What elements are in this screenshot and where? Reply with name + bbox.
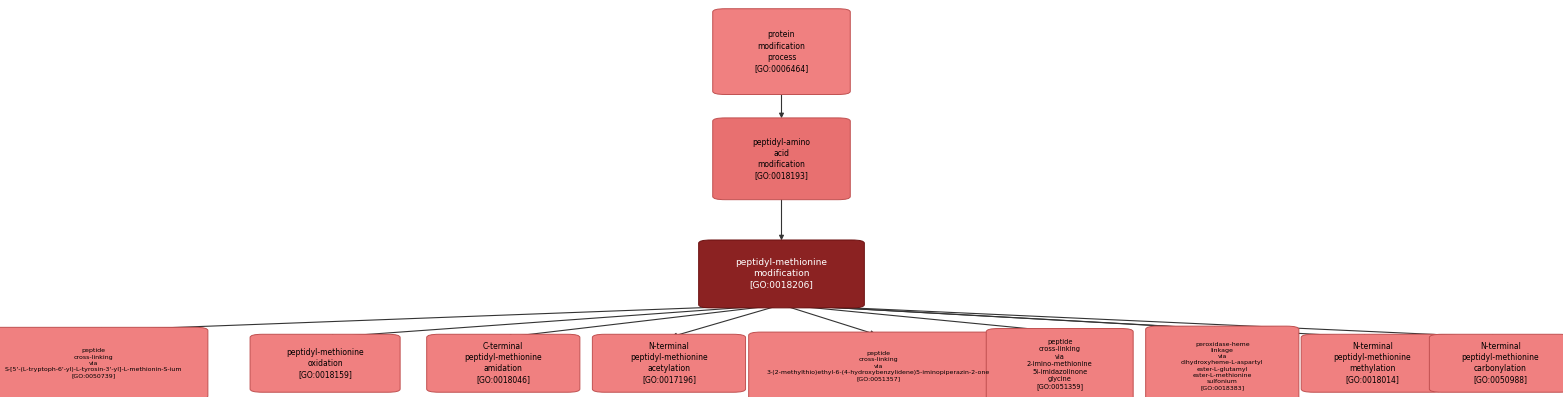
FancyBboxPatch shape [1429, 334, 1563, 392]
Text: peptide
cross-linking
via
S-[5'-(L-tryptoph-6'-yl)-L-tyrosin-3'-yl]-L-methionin-: peptide cross-linking via S-[5'-(L-trypt… [5, 348, 183, 378]
FancyBboxPatch shape [427, 334, 580, 392]
Text: N-terminal
peptidyl-methionine
methylation
[GO:0018014]: N-terminal peptidyl-methionine methylati… [1333, 342, 1411, 384]
FancyBboxPatch shape [592, 334, 746, 392]
FancyBboxPatch shape [250, 334, 400, 392]
Text: protein
modification
process
[GO:0006464]: protein modification process [GO:0006464… [755, 31, 808, 73]
Text: C-terminal
peptidyl-methionine
amidation
[GO:0018046]: C-terminal peptidyl-methionine amidation… [464, 342, 542, 384]
Text: peptide
cross-linking
via
2-imino-methionine
5i-imidazolinone
glycine
[GO:005135: peptide cross-linking via 2-imino-methio… [1027, 339, 1093, 390]
Text: peptidyl-methionine
oxidation
[GO:0018159]: peptidyl-methionine oxidation [GO:001815… [286, 348, 364, 379]
FancyBboxPatch shape [699, 240, 864, 308]
Text: N-terminal
peptidyl-methionine
acetylation
[GO:0017196]: N-terminal peptidyl-methionine acetylati… [630, 342, 708, 384]
Text: peptidyl-amino
acid
modification
[GO:0018193]: peptidyl-amino acid modification [GO:001… [752, 138, 811, 180]
FancyBboxPatch shape [1146, 326, 1299, 397]
FancyBboxPatch shape [1300, 334, 1443, 392]
FancyBboxPatch shape [0, 327, 208, 397]
Text: peroxidase-heme
linkage
via
dihydroxyheme-L-aspartyl
ester-L-glutamyl
ester-L-me: peroxidase-heme linkage via dihydroxyhem… [1182, 342, 1263, 390]
Text: N-terminal
peptidyl-methionine
carbonylation
[GO:0050988]: N-terminal peptidyl-methionine carbonyla… [1461, 342, 1540, 384]
FancyBboxPatch shape [749, 332, 1008, 397]
FancyBboxPatch shape [713, 118, 850, 200]
Text: peptide
cross-linking
via
3-(2-methylthio)ethyl-6-(4-hydroxybenzylidene)5-iminop: peptide cross-linking via 3-(2-methylthi… [767, 351, 989, 381]
FancyBboxPatch shape [713, 9, 850, 94]
Text: peptidyl-methionine
modification
[GO:0018206]: peptidyl-methionine modification [GO:001… [736, 258, 827, 289]
FancyBboxPatch shape [986, 329, 1133, 397]
